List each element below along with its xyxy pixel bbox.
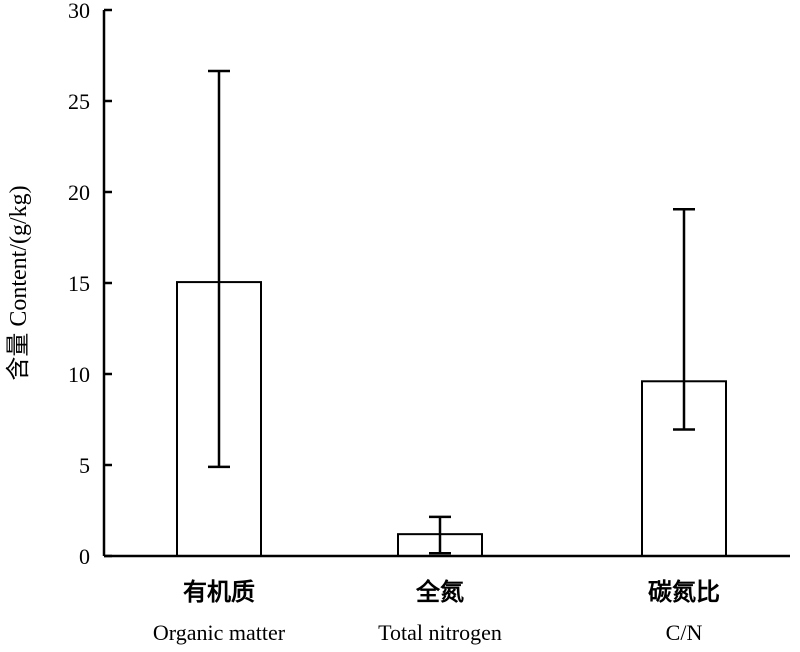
error-bar	[673, 208, 695, 431]
y-tick-label: 10	[68, 362, 90, 387]
x-category-label-en: Organic matter	[153, 620, 286, 645]
error-bar	[429, 515, 451, 555]
y-ticks: 0 5 10 15 20 25 30	[68, 0, 112, 569]
y-tick-label: 30	[68, 0, 90, 23]
x-category-labels: 有机质 Organic matter 全氮 Total nitrogen 碳氮比 C/N	[153, 578, 720, 645]
x-category-label-en: C/N	[666, 620, 703, 645]
y-tick-label: 5	[79, 453, 90, 478]
y-axis-title: 含量 Content/(g/kg)	[5, 185, 32, 380]
y-tick-label: 20	[68, 180, 90, 205]
error-bars-layer	[208, 69, 695, 555]
y-tick-label: 15	[68, 271, 90, 296]
y-tick-label: 25	[68, 89, 90, 114]
x-category-label-en: Total nitrogen	[378, 620, 502, 645]
x-category-label-cn: 碳氮比	[648, 578, 720, 606]
x-category-label-cn: 全氮	[415, 578, 464, 606]
x-category-label-cn: 有机质	[183, 578, 255, 606]
y-tick-label: 0	[79, 544, 90, 569]
error-bar	[208, 69, 230, 469]
bars-layer	[176, 281, 727, 557]
